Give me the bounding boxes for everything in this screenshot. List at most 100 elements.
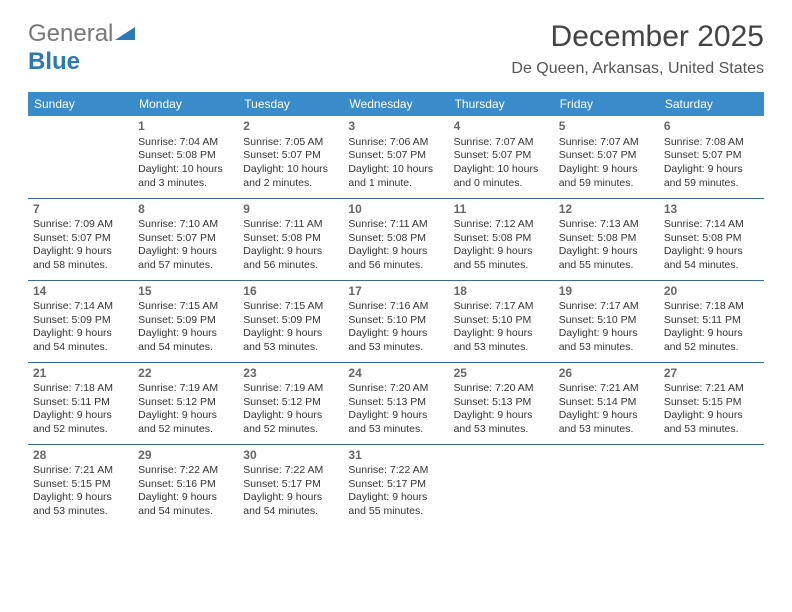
title-block: December 2025 De Queen, Arkansas, United… [511,20,764,78]
sunset-text: Sunset: 5:07 PM [243,149,338,163]
daylight-text: Daylight: 9 hours and 53 minutes. [559,327,654,354]
calendar-week-row: 7Sunrise: 7:09 AMSunset: 5:07 PMDaylight… [28,198,764,280]
calendar-cell: 21Sunrise: 7:18 AMSunset: 5:11 PMDayligh… [28,362,133,444]
sunset-text: Sunset: 5:11 PM [33,396,128,410]
sunset-text: Sunset: 5:08 PM [348,232,443,246]
day-number: 27 [664,366,759,382]
calendar-cell [659,444,764,526]
logo-triangle-icon [115,20,135,48]
daylight-text: Daylight: 9 hours and 56 minutes. [243,245,338,272]
daylight-text: Daylight: 9 hours and 59 minutes. [559,163,654,190]
calendar-cell: 10Sunrise: 7:11 AMSunset: 5:08 PMDayligh… [343,198,448,280]
day-number: 8 [138,202,233,218]
sunset-text: Sunset: 5:12 PM [138,396,233,410]
sunset-text: Sunset: 5:08 PM [664,232,759,246]
calendar-table: SundayMondayTuesdayWednesdayThursdayFrid… [28,92,764,526]
sunset-text: Sunset: 5:08 PM [454,232,549,246]
sunrise-text: Sunrise: 7:17 AM [559,300,654,314]
day-header: Thursday [449,92,554,116]
daylight-text: Daylight: 9 hours and 53 minutes. [664,409,759,436]
day-number: 15 [138,284,233,300]
day-header: Wednesday [343,92,448,116]
sunrise-text: Sunrise: 7:07 AM [559,136,654,150]
day-number: 19 [559,284,654,300]
calendar-cell: 6Sunrise: 7:08 AMSunset: 5:07 PMDaylight… [659,116,764,198]
sunrise-text: Sunrise: 7:05 AM [243,136,338,150]
day-number: 3 [348,119,443,135]
calendar-week-row: 28Sunrise: 7:21 AMSunset: 5:15 PMDayligh… [28,444,764,526]
sunset-text: Sunset: 5:13 PM [348,396,443,410]
sunrise-text: Sunrise: 7:19 AM [243,382,338,396]
sunrise-text: Sunrise: 7:20 AM [454,382,549,396]
calendar-cell: 22Sunrise: 7:19 AMSunset: 5:12 PMDayligh… [133,362,238,444]
calendar-week-row: 14Sunrise: 7:14 AMSunset: 5:09 PMDayligh… [28,280,764,362]
daylight-text: Daylight: 9 hours and 53 minutes. [559,409,654,436]
calendar-week-row: 1Sunrise: 7:04 AMSunset: 5:08 PMDaylight… [28,116,764,198]
day-number: 31 [348,448,443,464]
day-number: 21 [33,366,128,382]
day-number: 7 [33,202,128,218]
sunrise-text: Sunrise: 7:15 AM [138,300,233,314]
sunset-text: Sunset: 5:13 PM [454,396,549,410]
sunrise-text: Sunrise: 7:16 AM [348,300,443,314]
day-number: 14 [33,284,128,300]
daylight-text: Daylight: 9 hours and 55 minutes. [454,245,549,272]
calendar-cell: 15Sunrise: 7:15 AMSunset: 5:09 PMDayligh… [133,280,238,362]
sunset-text: Sunset: 5:09 PM [138,314,233,328]
daylight-text: Daylight: 9 hours and 59 minutes. [664,163,759,190]
sunset-text: Sunset: 5:10 PM [348,314,443,328]
sunset-text: Sunset: 5:11 PM [664,314,759,328]
calendar-cell: 12Sunrise: 7:13 AMSunset: 5:08 PMDayligh… [554,198,659,280]
day-number: 5 [559,119,654,135]
calendar-cell: 5Sunrise: 7:07 AMSunset: 5:07 PMDaylight… [554,116,659,198]
daylight-text: Daylight: 9 hours and 54 minutes. [138,491,233,518]
day-number: 29 [138,448,233,464]
calendar-cell: 14Sunrise: 7:14 AMSunset: 5:09 PMDayligh… [28,280,133,362]
sunrise-text: Sunrise: 7:21 AM [33,464,128,478]
calendar-cell: 30Sunrise: 7:22 AMSunset: 5:17 PMDayligh… [238,444,343,526]
daylight-text: Daylight: 9 hours and 53 minutes. [454,409,549,436]
sunrise-text: Sunrise: 7:17 AM [454,300,549,314]
sunset-text: Sunset: 5:15 PM [33,478,128,492]
calendar-cell: 29Sunrise: 7:22 AMSunset: 5:16 PMDayligh… [133,444,238,526]
sunrise-text: Sunrise: 7:07 AM [454,136,549,150]
day-number: 24 [348,366,443,382]
sunset-text: Sunset: 5:10 PM [559,314,654,328]
sunset-text: Sunset: 5:09 PM [33,314,128,328]
daylight-text: Daylight: 10 hours and 1 minute. [348,163,443,190]
calendar-cell: 31Sunrise: 7:22 AMSunset: 5:17 PMDayligh… [343,444,448,526]
daylight-text: Daylight: 9 hours and 57 minutes. [138,245,233,272]
sunset-text: Sunset: 5:15 PM [664,396,759,410]
calendar-cell: 25Sunrise: 7:20 AMSunset: 5:13 PMDayligh… [449,362,554,444]
daylight-text: Daylight: 10 hours and 2 minutes. [243,163,338,190]
sunset-text: Sunset: 5:17 PM [348,478,443,492]
sunrise-text: Sunrise: 7:10 AM [138,218,233,232]
calendar-body: 1Sunrise: 7:04 AMSunset: 5:08 PMDaylight… [28,116,764,526]
calendar-cell: 2Sunrise: 7:05 AMSunset: 5:07 PMDaylight… [238,116,343,198]
calendar-head: SundayMondayTuesdayWednesdayThursdayFrid… [28,92,764,116]
day-number: 1 [138,119,233,135]
daylight-text: Daylight: 9 hours and 53 minutes. [243,327,338,354]
calendar-cell: 17Sunrise: 7:16 AMSunset: 5:10 PMDayligh… [343,280,448,362]
daylight-text: Daylight: 9 hours and 52 minutes. [138,409,233,436]
day-header: Saturday [659,92,764,116]
day-number: 2 [243,119,338,135]
sunrise-text: Sunrise: 7:22 AM [348,464,443,478]
sunrise-text: Sunrise: 7:15 AM [243,300,338,314]
calendar-cell: 23Sunrise: 7:19 AMSunset: 5:12 PMDayligh… [238,362,343,444]
header: General Blue December 2025 De Queen, Ark… [0,0,792,82]
calendar-cell: 11Sunrise: 7:12 AMSunset: 5:08 PMDayligh… [449,198,554,280]
daylight-text: Daylight: 9 hours and 52 minutes. [243,409,338,436]
daylight-text: Daylight: 9 hours and 54 minutes. [664,245,759,272]
day-header: Tuesday [238,92,343,116]
sunrise-text: Sunrise: 7:20 AM [348,382,443,396]
calendar-cell: 20Sunrise: 7:18 AMSunset: 5:11 PMDayligh… [659,280,764,362]
sunset-text: Sunset: 5:07 PM [664,149,759,163]
day-header-row: SundayMondayTuesdayWednesdayThursdayFrid… [28,92,764,116]
day-header: Sunday [28,92,133,116]
sunrise-text: Sunrise: 7:21 AM [559,382,654,396]
day-number: 11 [454,202,549,218]
calendar-cell: 8Sunrise: 7:10 AMSunset: 5:07 PMDaylight… [133,198,238,280]
sunrise-text: Sunrise: 7:12 AM [454,218,549,232]
daylight-text: Daylight: 9 hours and 54 minutes. [33,327,128,354]
